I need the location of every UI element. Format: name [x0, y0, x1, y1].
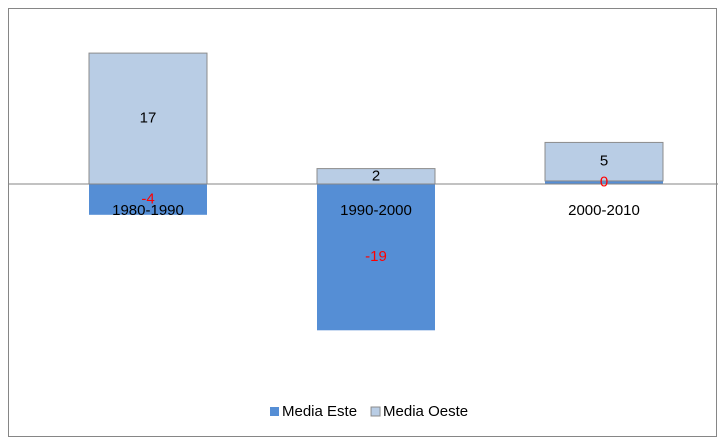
- bar: [89, 184, 207, 215]
- legend-swatch: [370, 406, 381, 417]
- bar: [544, 141, 664, 182]
- bar: [317, 184, 435, 331]
- data-label: 17: [140, 110, 157, 127]
- data-label: 5: [600, 153, 608, 170]
- x-tick-label: 1980-1990: [112, 202, 184, 219]
- x-tick-label: 2000-2010: [568, 202, 640, 219]
- bar: [545, 180, 663, 184]
- data-label: 2: [372, 167, 380, 184]
- legend-label: Media Este: [282, 403, 357, 420]
- data-label: 0: [600, 173, 608, 190]
- data-label: -4: [141, 190, 154, 207]
- legend-label: Media Oeste: [383, 403, 468, 420]
- bar: [88, 52, 208, 185]
- data-label: -19: [365, 248, 387, 265]
- legend-swatch: [270, 407, 279, 416]
- x-tick-label: 1990-2000: [340, 202, 412, 219]
